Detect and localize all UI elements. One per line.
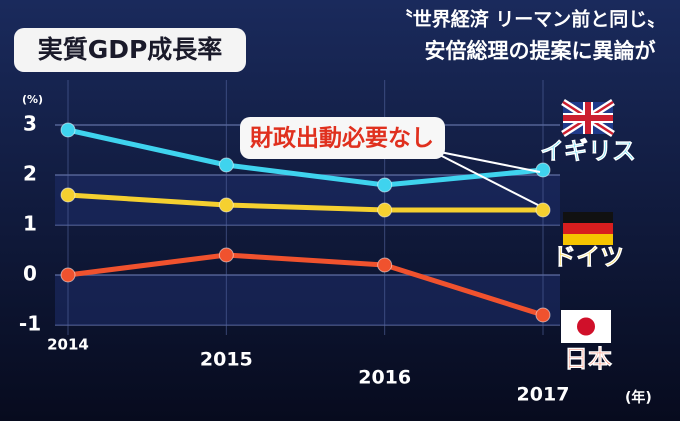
uk-flag [561, 99, 615, 137]
data-point [218, 197, 234, 213]
y-tick-label: 3 [23, 112, 37, 136]
data-point [535, 202, 551, 218]
germany-flag [563, 212, 613, 245]
japan-flag [561, 310, 611, 343]
plot-band [55, 275, 560, 325]
legend-label: ドイツ [552, 243, 624, 271]
y-tick-label: 2 [23, 162, 37, 186]
data-point [218, 247, 234, 263]
headline: 〝世界経済 リーマン前と同じ〟 [394, 8, 667, 31]
data-point [60, 187, 76, 203]
legend-label: イギリス [540, 137, 636, 165]
y-tick-label: 0 [23, 262, 37, 286]
x-unit: (年) [625, 389, 652, 406]
y-unit: (%) [22, 93, 43, 106]
data-point [218, 157, 234, 173]
annotation-pointer [429, 149, 541, 206]
annotation-box [240, 117, 445, 159]
series-line [67, 127, 544, 188]
series-line [67, 192, 543, 213]
series-line [67, 252, 544, 318]
x-tick-label: 2017 [517, 384, 570, 406]
data-point [377, 177, 393, 193]
legend-label: 日本 [564, 345, 612, 373]
title-box [14, 28, 246, 72]
x-tick-label: 2016 [358, 367, 411, 389]
data-point [535, 307, 551, 323]
y-tick-label: 1 [23, 212, 37, 236]
x-tick-label: 2014 [47, 336, 89, 354]
y-tick-label: -1 [19, 312, 41, 336]
data-point [377, 257, 393, 273]
chart-title: 実質GDP成長率 [38, 35, 223, 64]
data-point [60, 267, 76, 283]
annotation: 財政出動必要なし [250, 125, 434, 152]
x-tick-label: 2015 [200, 349, 253, 371]
data-point [60, 122, 76, 138]
headline: 安倍総理の提案に異論が [425, 39, 656, 63]
data-point [535, 162, 551, 178]
data-point [377, 202, 393, 218]
